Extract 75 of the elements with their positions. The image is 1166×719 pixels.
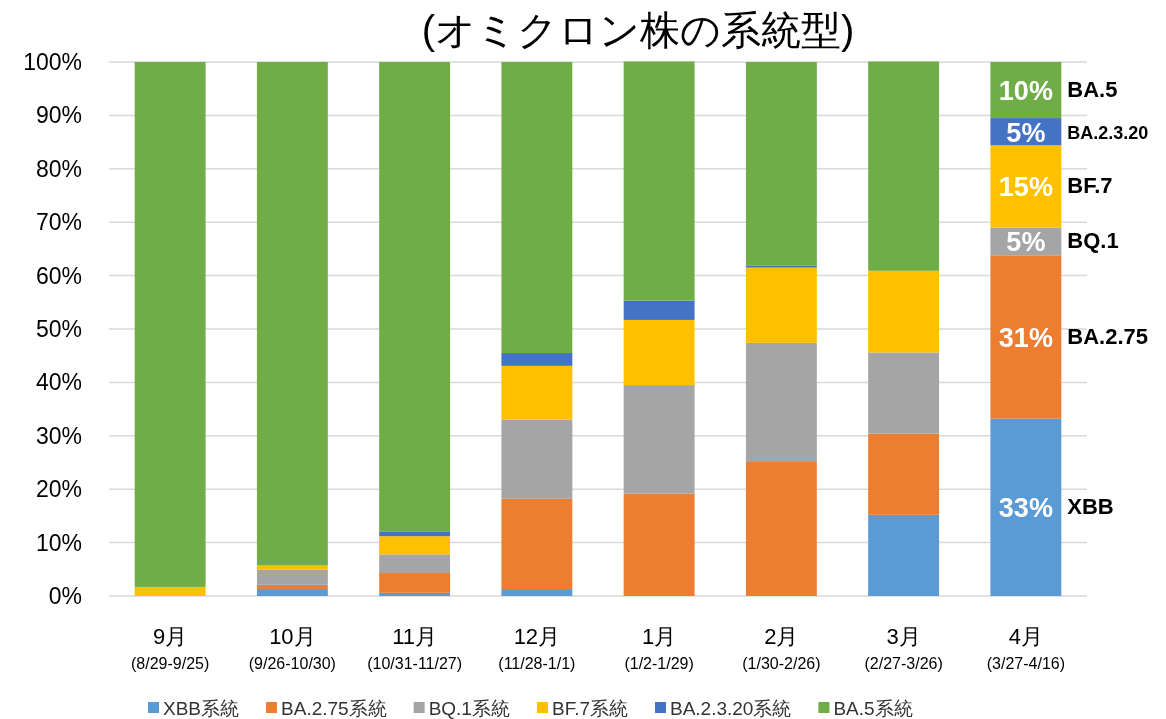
x-tick-label: 4月 (3/27-4/16) <box>986 624 1066 672</box>
annotation: BF.7 <box>1067 173 1113 199</box>
y-tick-label: 80% <box>35 155 82 182</box>
data-label: 15% <box>998 172 1053 203</box>
bar <box>379 531 451 537</box>
x-tick-label: 3月 (2/27-3/26) <box>864 624 943 672</box>
legend-label: BF.7系統 <box>551 698 628 719</box>
legend-label: XBB系統 <box>163 698 240 719</box>
y-tick-label: 50% <box>35 316 82 342</box>
y-tick-label: 20% <box>35 476 82 503</box>
bar <box>379 536 451 555</box>
annotation: XBB <box>1067 494 1114 520</box>
y-tick-label: 60% <box>35 262 82 289</box>
bar <box>501 498 573 590</box>
legend-label: BA.5系統 <box>833 698 913 719</box>
y-tick-label: 30% <box>35 422 82 449</box>
bar <box>868 61 940 271</box>
bar <box>868 514 940 596</box>
bar <box>623 300 695 320</box>
y-tick-label: 0% <box>48 583 82 609</box>
legend-label: BQ.1系統 <box>428 698 510 719</box>
data-label: 33% <box>998 493 1053 524</box>
bar <box>379 592 451 596</box>
bar <box>990 145 1062 228</box>
annotation: BA.5 <box>1067 77 1118 103</box>
bar <box>501 419 573 499</box>
y-tick-label: 10% <box>35 529 82 556</box>
data-label: 31% <box>998 323 1053 354</box>
annotation: BA.2.3.20 <box>1067 122 1149 143</box>
x-tick-label: 2月 (1/30-2/26) <box>742 624 821 672</box>
bar <box>379 62 451 532</box>
bar <box>623 319 695 386</box>
bar <box>256 569 328 585</box>
bar <box>868 433 940 515</box>
bar <box>256 584 328 590</box>
data-label: 5% <box>1006 227 1046 258</box>
bar <box>256 565 328 570</box>
bar <box>868 352 940 434</box>
bar <box>501 353 573 366</box>
y-tick-label: 100% <box>23 49 82 75</box>
bar <box>256 62 328 566</box>
bar <box>745 265 817 268</box>
bar <box>134 62 206 587</box>
bar <box>623 61 695 301</box>
x-tick-label: 10月 (9/26-10/30) <box>248 624 336 672</box>
x-tick-label: 1月 (1/2-1/29) <box>624 624 694 672</box>
bar <box>745 461 817 596</box>
bar <box>379 554 451 574</box>
bar <box>745 267 817 343</box>
y-tick-label: 70% <box>35 209 82 236</box>
bar <box>501 589 573 596</box>
legend-label: BA.2.3.20系統 <box>669 698 792 719</box>
bar <box>134 586 206 596</box>
annotation: BQ.1 <box>1067 228 1119 254</box>
bar <box>501 62 573 354</box>
bar <box>745 342 817 462</box>
bar <box>623 385 695 494</box>
bar <box>990 255 1062 419</box>
chart-title: (オミクロン株の系統型) <box>421 8 855 52</box>
x-tick-label: 9月 (8/29-9/25) <box>130 624 210 672</box>
bar <box>745 62 817 266</box>
bar <box>501 365 573 420</box>
bar <box>379 573 451 593</box>
legend-label: BA.2.75系統 <box>281 698 387 719</box>
x-tick-label: 12月 (11/28-1/1) <box>498 624 576 672</box>
bar <box>990 418 1062 596</box>
bar <box>623 493 695 596</box>
y-tick-label: 40% <box>35 369 82 396</box>
bar <box>256 589 328 596</box>
y-tick-label: 90% <box>35 102 82 129</box>
x-tick-label: 11月 (10/31-11/27) <box>367 624 463 672</box>
data-label: 5% <box>1006 117 1046 148</box>
annotation: BA.2.75 <box>1067 324 1149 350</box>
bar <box>868 270 940 353</box>
data-label: 10% <box>998 76 1053 107</box>
